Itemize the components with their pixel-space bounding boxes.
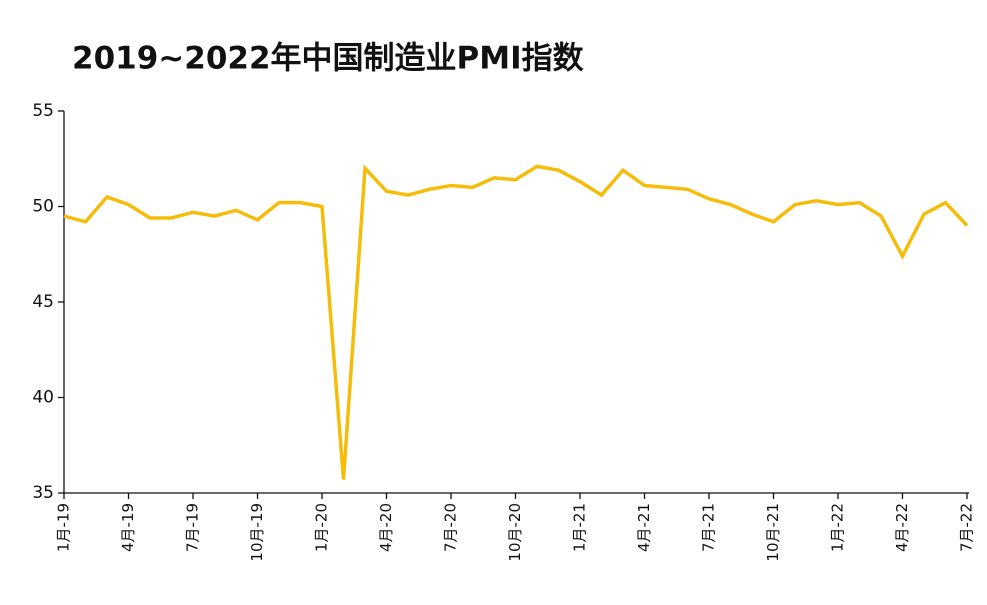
x-tick-label: 10月-19 (248, 503, 266, 562)
x-tick-label: 4月-22 (893, 503, 911, 552)
x-tick-label: 10月-21 (764, 503, 782, 562)
x-tick-label: 4月-19 (119, 503, 137, 552)
x-tick-label: 4月-20 (377, 503, 395, 552)
x-tick-label: 1月-19 (55, 503, 73, 552)
y-tick-label: 50 (32, 197, 54, 217)
x-tick-label: 7月-20 (442, 503, 460, 552)
y-tick-label: 40 (32, 388, 54, 408)
y-tick-label: 55 (32, 101, 54, 121)
data-line (63, 164, 969, 480)
x-tick-label: 10月-20 (506, 503, 524, 562)
x-tick-label: 7月-22 (958, 503, 976, 552)
chart-title: 2019~2022年中国制造业PMI指数 (72, 41, 584, 77)
x-tick-label: 1月-22 (829, 503, 847, 552)
y-tick-label: 35 (32, 483, 54, 503)
x-tick-label: 7月-19 (184, 503, 202, 552)
x-tick-label: 4月-21 (635, 503, 653, 552)
x-tick-label: 1月-20 (313, 503, 331, 552)
y-tick-label: 45 (32, 292, 54, 312)
x-tick-label: 7月-21 (700, 503, 718, 552)
x-tick-label: 1月-21 (571, 503, 589, 552)
